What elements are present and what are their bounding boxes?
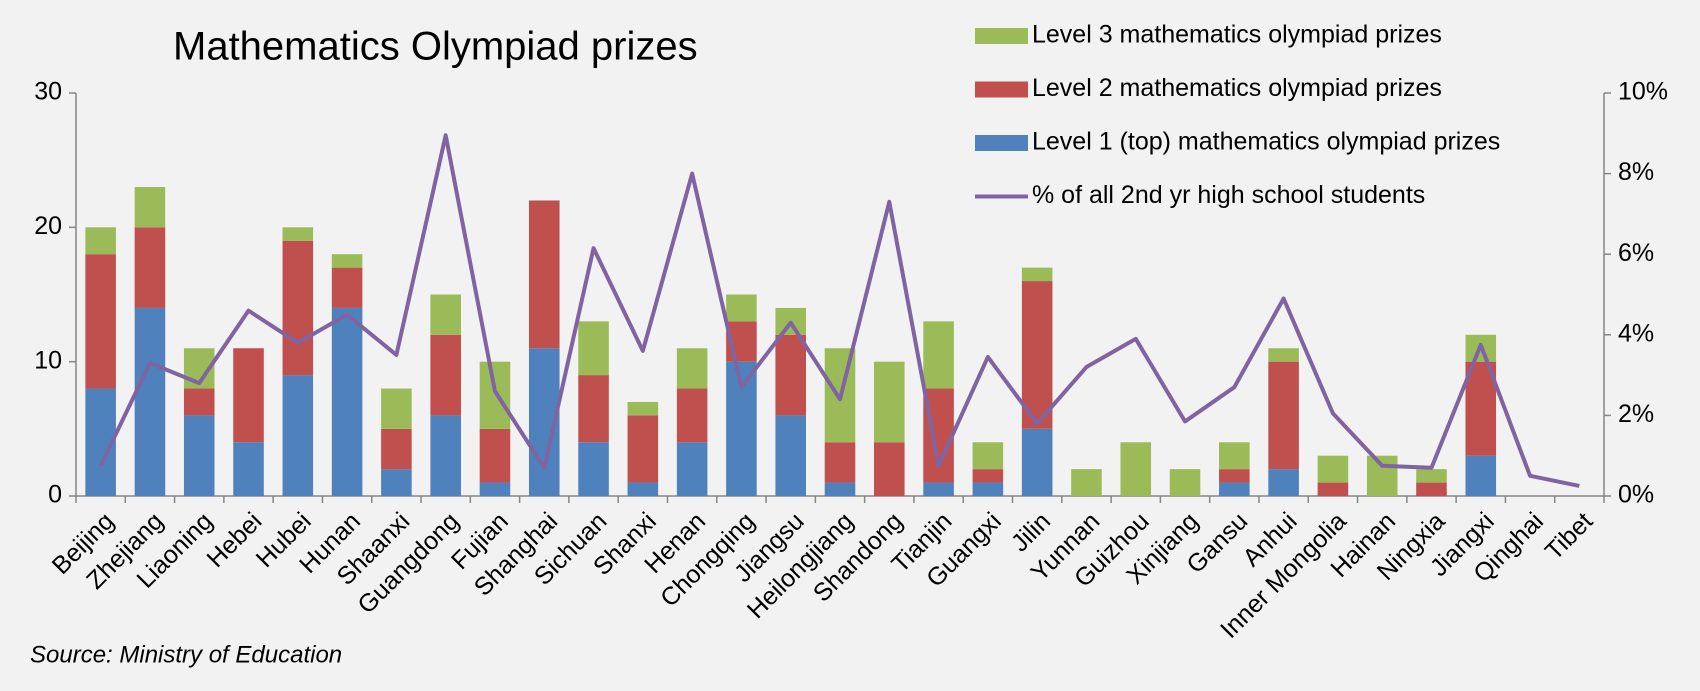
bar-segment	[874, 442, 905, 496]
bar-segment	[183, 388, 215, 416]
bar-segment	[1071, 469, 1102, 496]
bar-segment	[1465, 455, 1497, 496]
bar-segment	[233, 348, 264, 443]
bar-segment	[1268, 469, 1299, 496]
bar-segment	[1317, 482, 1349, 496]
bar-segment	[578, 375, 609, 443]
bar-segment	[1021, 428, 1053, 496]
bar-segment	[923, 482, 954, 496]
bar-segment	[233, 442, 264, 496]
y2-tick-label: 2%	[1618, 400, 1654, 428]
bar-segment	[430, 334, 461, 416]
bar-segment	[627, 482, 659, 496]
y2-tick-label: 6%	[1618, 239, 1654, 267]
bar-segment	[676, 442, 708, 496]
bar-segment	[134, 227, 166, 308]
bar-segment	[1268, 348, 1299, 362]
bar-segment	[331, 254, 363, 268]
bar-segment	[775, 334, 806, 416]
bar-segment	[1416, 482, 1447, 496]
y2-tick-label: 10%	[1618, 78, 1668, 106]
bar-segment	[824, 442, 856, 483]
bar-segment	[923, 321, 954, 389]
bar-segment	[1219, 469, 1250, 483]
bar-segment	[528, 200, 560, 349]
legend-swatch	[975, 135, 1028, 151]
bar-segment	[1219, 442, 1250, 470]
y-tick-label: 20	[34, 212, 62, 240]
x-tick-label: Hebei	[201, 507, 267, 573]
bar-segment	[282, 227, 314, 241]
legend-swatch	[975, 28, 1028, 44]
source-note: Source: Ministry of Education	[30, 641, 342, 668]
bar-segment	[331, 267, 363, 308]
bar-segment	[578, 321, 609, 376]
legend-label: % of all 2nd yr high school students	[1032, 181, 1425, 209]
chart-title: Mathematics Olympiad prizes	[173, 25, 698, 69]
bar-segment	[331, 307, 363, 496]
bar-segment	[972, 469, 1004, 483]
bar-segment	[775, 415, 806, 496]
bar-segment	[85, 227, 116, 255]
bar-segment	[627, 401, 659, 416]
x-tick-label: Tibet	[1540, 507, 1598, 565]
bar-segment	[1416, 469, 1447, 483]
y2-tick-label: 0%	[1618, 481, 1654, 509]
bar-segment	[134, 307, 166, 496]
bar-segment	[1219, 482, 1250, 496]
bar-segment	[1268, 361, 1299, 470]
bar-segment	[381, 469, 412, 496]
legend-label: Level 1 (top) mathematics olympiad prize…	[1032, 128, 1500, 156]
legend-label: Level 3 mathematics olympiad prizes	[1032, 21, 1442, 49]
bar-segment	[479, 428, 511, 483]
bar-segment	[282, 240, 314, 376]
y-tick-label: 10	[34, 346, 62, 374]
bar-segment	[676, 348, 708, 389]
bar-segment	[430, 294, 461, 335]
bar-segment	[183, 415, 215, 496]
bar-segment	[282, 375, 314, 496]
bar-segment	[578, 442, 609, 496]
bar-segment	[134, 187, 166, 228]
bar-segment	[972, 442, 1004, 470]
bar-segment	[1169, 469, 1201, 496]
bar-segment	[1120, 442, 1152, 496]
bar-segment	[824, 482, 856, 496]
y2-tick-label: 4%	[1618, 319, 1654, 347]
bar-segment	[479, 482, 511, 496]
bar-segment	[479, 361, 511, 429]
bar-segment	[381, 428, 412, 470]
bar-segment	[430, 415, 461, 496]
bar-segment	[676, 388, 708, 443]
legend-swatch	[975, 81, 1028, 98]
y2-tick-label: 8%	[1618, 158, 1654, 186]
bar-segment	[381, 388, 412, 429]
bar-segment	[1366, 455, 1398, 496]
bar-segment	[972, 482, 1004, 496]
bar-segment	[726, 294, 757, 322]
bar-segment	[85, 254, 116, 389]
y-tick-label: 30	[34, 78, 62, 106]
bar-segment	[1317, 455, 1349, 483]
bar-segment	[1021, 267, 1053, 282]
line-series	[98, 133, 1580, 488]
bar-segment	[627, 415, 659, 483]
y-tick-label: 0	[48, 481, 62, 509]
legend-label: Level 2 mathematics olympiad prizes	[1032, 74, 1442, 102]
bar-segment	[1021, 281, 1053, 429]
bar-segment	[874, 361, 905, 443]
